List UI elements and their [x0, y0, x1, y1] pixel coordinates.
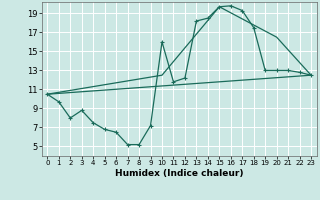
X-axis label: Humidex (Indice chaleur): Humidex (Indice chaleur)	[115, 169, 244, 178]
